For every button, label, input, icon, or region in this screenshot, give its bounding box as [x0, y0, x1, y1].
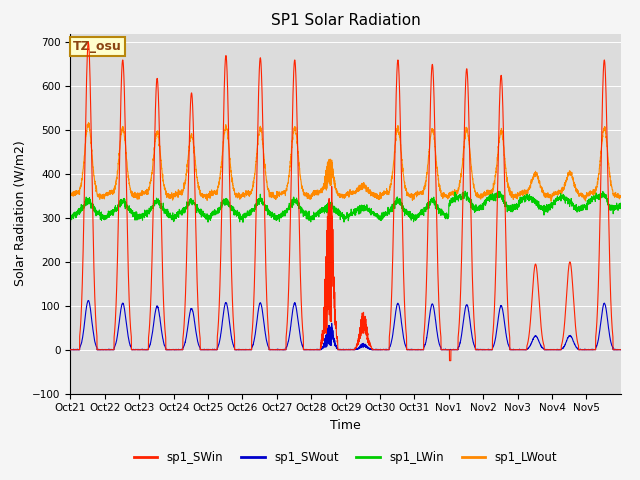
sp1_SWout: [84, 298, 92, 303]
sp1_LWin: [239, 219, 247, 225]
sp1_SWout: [498, 303, 506, 309]
sp1_SWout: [67, 347, 74, 353]
sp1_LWin: [461, 188, 469, 194]
Title: SP1 Solar Radiation: SP1 Solar Radiation: [271, 13, 420, 28]
sp1_LWout: [617, 194, 625, 200]
Line: sp1_LWin: sp1_LWin: [70, 191, 621, 222]
sp1_SWin: [161, 331, 169, 336]
sp1_LWin: [67, 216, 74, 221]
sp1_SWin: [434, 254, 442, 260]
sp1_SWin: [617, 347, 625, 353]
Line: sp1_SWin: sp1_SWin: [70, 42, 621, 360]
sp1_SWout: [617, 347, 625, 353]
sp1_LWout: [474, 190, 481, 195]
sp1_SWout: [490, 343, 497, 349]
sp1_LWout: [422, 175, 430, 180]
Text: TZ_osu: TZ_osu: [73, 40, 122, 53]
sp1_LWin: [161, 210, 169, 216]
sp1_SWin: [474, 347, 481, 353]
sp1_SWout: [67, 347, 74, 352]
sp1_SWin: [498, 74, 506, 80]
sp1_SWout: [434, 333, 442, 339]
sp1_SWout: [423, 335, 431, 341]
Y-axis label: Solar Radiation (W/m2): Solar Radiation (W/m2): [13, 141, 27, 287]
sp1_LWout: [547, 198, 555, 204]
Line: sp1_LWout: sp1_LWout: [70, 123, 621, 201]
sp1_LWin: [422, 206, 430, 212]
Line: sp1_SWout: sp1_SWout: [70, 300, 621, 350]
sp1_LWin: [434, 204, 442, 210]
sp1_LWout: [84, 120, 92, 126]
sp1_LWout: [434, 167, 442, 173]
sp1_LWout: [161, 187, 169, 193]
sp1_SWout: [474, 347, 481, 352]
sp1_LWout: [67, 191, 74, 196]
sp1_SWin: [84, 39, 92, 45]
X-axis label: Time: Time: [330, 419, 361, 432]
sp1_SWin: [422, 280, 430, 286]
sp1_LWin: [490, 194, 497, 200]
sp1_SWin: [67, 347, 74, 353]
sp1_LWin: [474, 205, 481, 211]
sp1_SWin: [445, 358, 453, 363]
Legend: sp1_SWin, sp1_SWout, sp1_LWin, sp1_LWout: sp1_SWin, sp1_SWout, sp1_LWin, sp1_LWout: [129, 446, 563, 469]
sp1_LWin: [498, 192, 506, 197]
sp1_SWin: [490, 325, 497, 331]
sp1_LWin: [617, 201, 625, 207]
sp1_LWout: [490, 186, 497, 192]
sp1_LWout: [497, 125, 505, 131]
sp1_SWout: [161, 345, 169, 350]
